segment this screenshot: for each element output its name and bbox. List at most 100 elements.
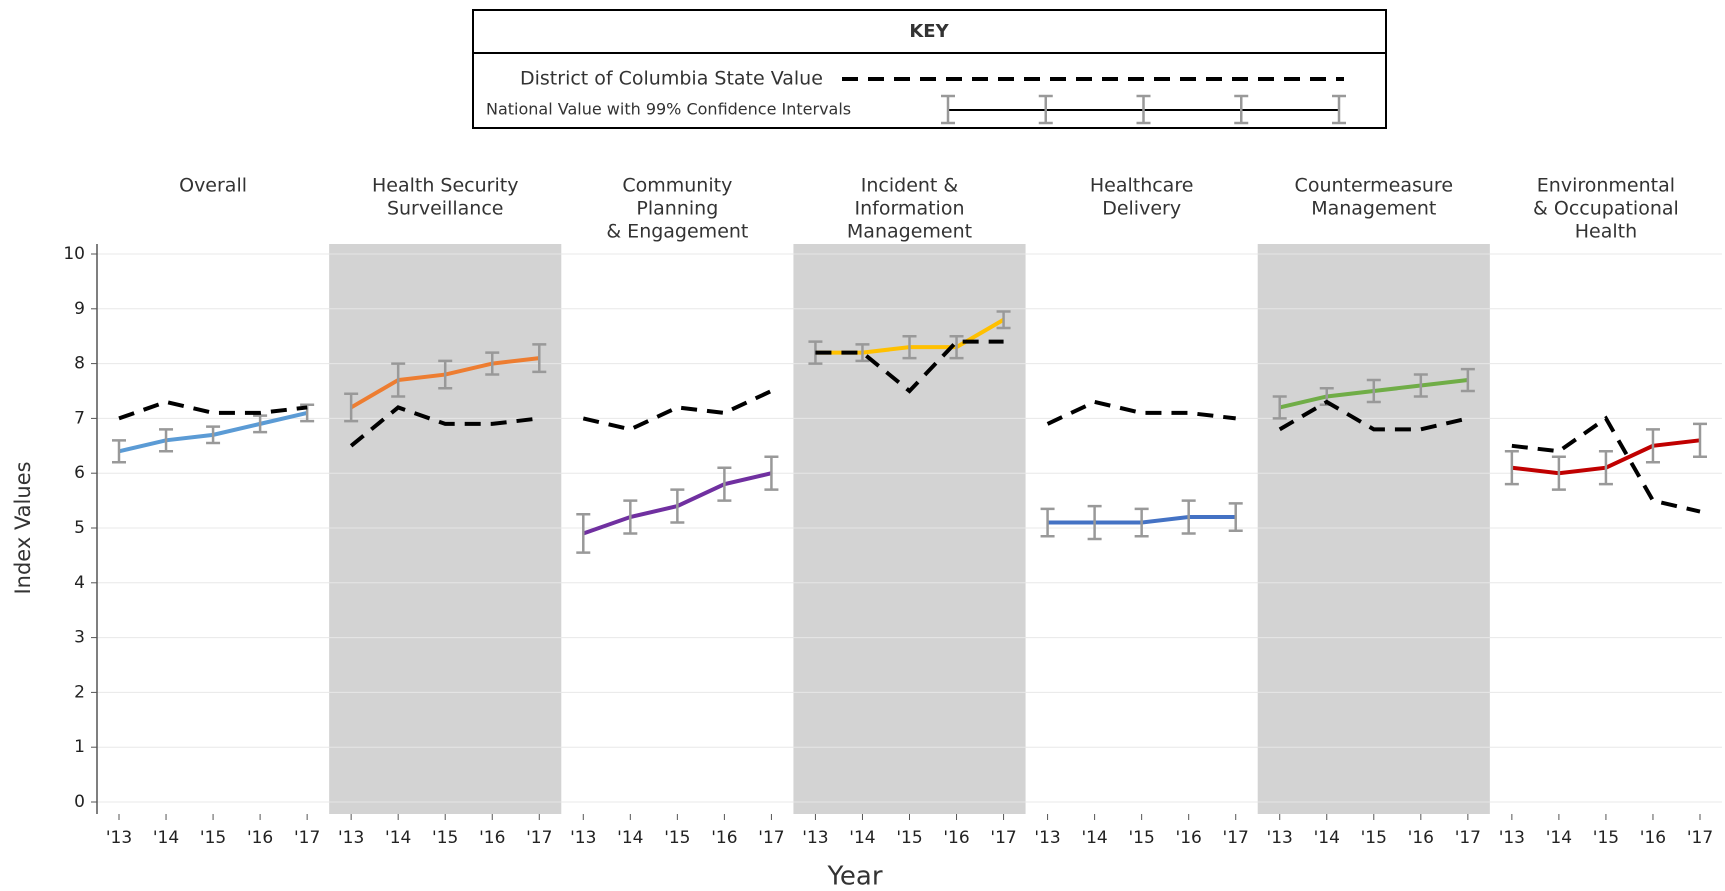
y-tick-label: 6: [74, 463, 85, 483]
x-tick-label: '17: [526, 828, 552, 848]
error-bar: [1551, 455, 1566, 491]
error-bar: [764, 455, 779, 491]
key-national-label: National Value with 99% Confidence Inter…: [486, 100, 851, 119]
panel-title: Overall: [179, 175, 247, 197]
panel-title: & Engagement: [606, 221, 748, 243]
key-error-sample: [1136, 94, 1151, 125]
x-tick-label: '17: [1687, 828, 1713, 848]
panel-shade: [1257, 244, 1490, 814]
error-bar: [623, 499, 638, 535]
panel-shade: [329, 244, 562, 814]
panel-title: Management: [847, 221, 972, 243]
error-bar: [949, 334, 964, 360]
panel-title: Health Security: [372, 175, 518, 197]
y-tick-label: 8: [74, 354, 85, 374]
x-tick-label: '16: [1176, 828, 1202, 848]
error-bar: [1460, 367, 1475, 393]
x-tick-label: '13: [1267, 828, 1293, 848]
error-bar: [1645, 428, 1660, 464]
x-tick-label: '17: [1455, 828, 1481, 848]
error-bar: [576, 513, 591, 554]
y-tick-label: 9: [74, 299, 85, 319]
panel-title: & Occupational: [1533, 198, 1679, 220]
x-tick-label: '16: [943, 828, 969, 848]
panel-title: Information: [855, 198, 965, 220]
x-tick-label: '15: [1593, 828, 1619, 848]
panel-title: Planning: [636, 198, 718, 220]
x-tick-label: '17: [294, 828, 320, 848]
error-bar: [206, 425, 221, 445]
error-bar: [1366, 378, 1381, 404]
y-axis-label: Index Values: [11, 461, 35, 594]
x-tick-label: '16: [1640, 828, 1666, 848]
y-tick-label: 10: [63, 244, 85, 264]
state-line: [349, 405, 540, 448]
error-bar: [1413, 373, 1428, 398]
x-tick-label: '16: [1408, 828, 1434, 848]
key-error-sample: [941, 94, 955, 125]
panel-title: Health: [1575, 221, 1637, 243]
error-bar: [996, 310, 1011, 330]
panel-title: Management: [1311, 198, 1436, 220]
y-tick-label: 3: [74, 628, 85, 648]
x-tick-label: '16: [247, 828, 273, 848]
error-bar: [1598, 450, 1613, 486]
error-bar: [1134, 507, 1149, 538]
state-line: [1278, 399, 1469, 432]
x-tick-label: '14: [849, 828, 875, 848]
key-error-sample: [1234, 94, 1249, 125]
error-bar: [1693, 422, 1707, 459]
panel-title: Healthcare: [1090, 175, 1194, 197]
x-tick-label: '14: [1546, 828, 1572, 848]
panel-title: Community: [622, 175, 732, 197]
y-tick-label: 1: [74, 737, 85, 757]
key-state-label: District of Columbia State Value: [520, 68, 823, 90]
error-bar: [717, 466, 732, 502]
x-tick-label: '14: [385, 828, 411, 848]
x-tick-label: '13: [338, 828, 364, 848]
key-error-sample: [1332, 94, 1346, 125]
panel-title: Delivery: [1102, 198, 1181, 220]
x-axis-label: Year: [826, 862, 882, 891]
key-error-sample: [1038, 94, 1053, 125]
x-tick-label: '17: [758, 828, 784, 848]
panel-title: Surveillance: [387, 198, 504, 220]
state-line: [1511, 415, 1701, 514]
panel-title: Environmental: [1537, 175, 1675, 197]
state-line: [118, 399, 308, 421]
error-bar: [670, 488, 685, 524]
error-bar: [1228, 502, 1243, 532]
x-tick-label: '14: [153, 828, 179, 848]
y-tick-label: 4: [74, 573, 85, 593]
key-box: [472, 9, 1387, 129]
x-tick-label: '14: [1081, 828, 1107, 848]
x-tick-label: '13: [802, 828, 828, 848]
x-tick-label: '15: [1128, 828, 1154, 848]
x-tick-label: '14: [1314, 828, 1340, 848]
x-tick-label: '13: [570, 828, 596, 848]
y-tick-label: 7: [74, 408, 85, 428]
x-tick-label: '15: [664, 828, 690, 848]
error-bar: [1087, 504, 1102, 541]
error-bar: [253, 414, 268, 434]
state-line: [815, 339, 1004, 394]
error-bar: [159, 428, 174, 453]
x-tick-label: '15: [896, 828, 922, 848]
error-bar: [300, 403, 315, 423]
state-line: [582, 389, 773, 432]
x-tick-label: '13: [1499, 828, 1525, 848]
x-tick-label: '16: [711, 828, 737, 848]
key-title: KEY: [909, 21, 949, 42]
error-bar: [391, 362, 406, 398]
x-tick-label: '15: [200, 828, 226, 848]
error-bar: [532, 343, 547, 374]
error-bar: [485, 351, 500, 376]
x-tick-label: '17: [990, 828, 1016, 848]
error-bar: [1181, 499, 1196, 535]
x-tick-label: '13: [1034, 828, 1060, 848]
error-bar: [1504, 450, 1519, 486]
error-bar: [1040, 507, 1055, 538]
x-tick-label: '13: [106, 828, 132, 848]
error-bar: [438, 359, 453, 390]
state-line: [1046, 399, 1236, 426]
